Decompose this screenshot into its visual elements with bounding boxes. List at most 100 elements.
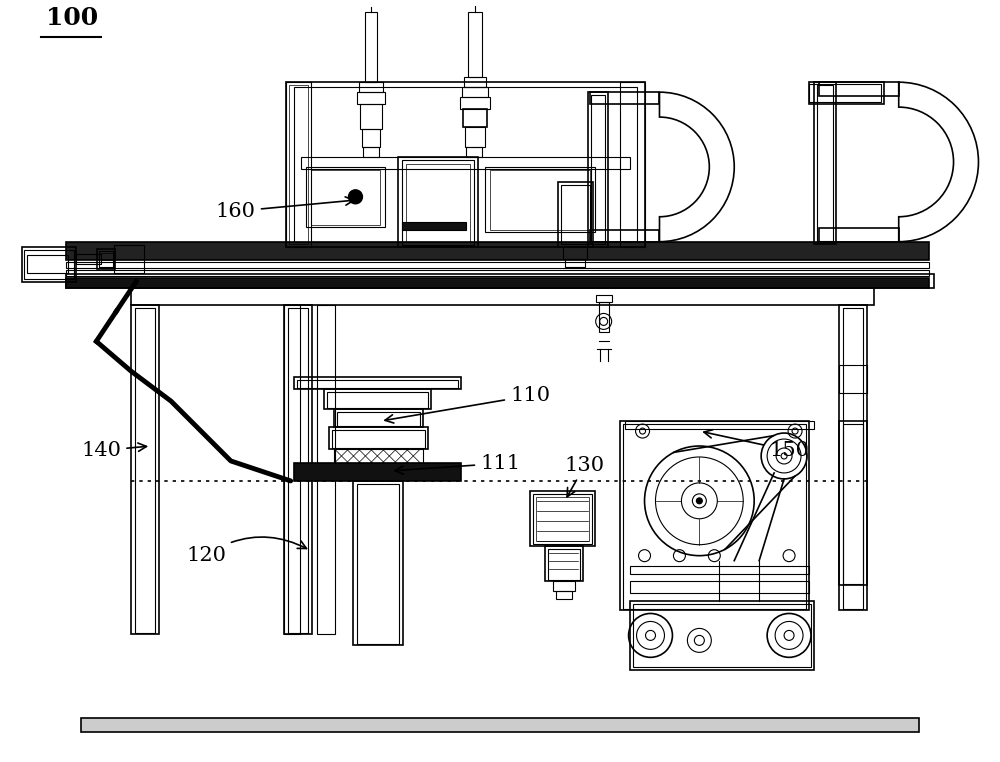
- Bar: [360, 104, 382, 129]
- Bar: [398, 157, 478, 247]
- Bar: [630, 565, 809, 574]
- Bar: [286, 82, 311, 247]
- Bar: [630, 581, 809, 593]
- Bar: [284, 306, 300, 635]
- Bar: [66, 277, 929, 287]
- Bar: [334, 409, 423, 427]
- Bar: [565, 258, 585, 267]
- Bar: [485, 167, 595, 232]
- Circle shape: [696, 498, 702, 504]
- Bar: [817, 85, 833, 241]
- Bar: [561, 185, 590, 244]
- Bar: [135, 309, 155, 633]
- Bar: [365, 12, 377, 82]
- Bar: [490, 170, 590, 229]
- Bar: [839, 306, 867, 584]
- Bar: [131, 287, 874, 306]
- Bar: [114, 245, 144, 273]
- Bar: [311, 170, 380, 225]
- Bar: [533, 494, 592, 544]
- Bar: [22, 247, 76, 281]
- Bar: [809, 84, 881, 102]
- Bar: [625, 421, 814, 429]
- Bar: [402, 222, 466, 229]
- Bar: [630, 600, 814, 671]
- Bar: [24, 250, 74, 279]
- Bar: [357, 92, 385, 104]
- Bar: [81, 718, 919, 732]
- Bar: [460, 97, 490, 109]
- Bar: [337, 412, 420, 426]
- Bar: [317, 306, 335, 635]
- Bar: [66, 274, 934, 287]
- Circle shape: [348, 190, 362, 203]
- Bar: [327, 392, 428, 408]
- Bar: [286, 82, 645, 247]
- Bar: [545, 546, 583, 581]
- Bar: [131, 306, 159, 635]
- Bar: [294, 87, 637, 242]
- Bar: [843, 309, 863, 584]
- Bar: [620, 82, 645, 247]
- Bar: [402, 160, 474, 245]
- Bar: [843, 424, 863, 610]
- Bar: [297, 380, 458, 388]
- Bar: [359, 82, 383, 92]
- Bar: [284, 306, 312, 635]
- Bar: [463, 109, 487, 127]
- Bar: [464, 77, 486, 87]
- Bar: [363, 147, 379, 157]
- Bar: [814, 82, 836, 244]
- Text: 110: 110: [385, 386, 550, 423]
- Text: 120: 120: [186, 537, 306, 565]
- Bar: [27, 255, 68, 273]
- Text: 130: 130: [565, 456, 605, 497]
- Bar: [558, 182, 593, 247]
- Bar: [76, 254, 101, 264]
- Bar: [66, 242, 929, 260]
- Bar: [590, 229, 659, 242]
- Bar: [66, 261, 929, 267]
- Bar: [633, 604, 811, 668]
- Bar: [556, 591, 572, 598]
- Bar: [809, 82, 884, 104]
- Text: 111: 111: [395, 454, 520, 474]
- Bar: [306, 167, 385, 227]
- Bar: [536, 497, 589, 541]
- Text: 140: 140: [81, 441, 146, 460]
- Bar: [620, 421, 809, 610]
- Text: 150: 150: [704, 430, 809, 460]
- Bar: [563, 247, 587, 258]
- Text: 160: 160: [216, 197, 354, 221]
- Bar: [553, 581, 575, 591]
- Bar: [819, 228, 899, 242]
- Bar: [288, 309, 308, 633]
- Bar: [548, 549, 580, 580]
- Bar: [839, 421, 867, 610]
- Bar: [839, 365, 867, 393]
- Bar: [289, 85, 308, 244]
- Bar: [466, 147, 482, 157]
- Text: 100: 100: [46, 6, 99, 30]
- Bar: [462, 87, 488, 97]
- Bar: [590, 92, 659, 104]
- Bar: [294, 463, 461, 481]
- Bar: [66, 270, 929, 276]
- Bar: [530, 491, 595, 546]
- Bar: [97, 248, 115, 268]
- Bar: [465, 127, 485, 147]
- Bar: [353, 481, 403, 645]
- Bar: [329, 427, 428, 449]
- Bar: [334, 449, 423, 463]
- Bar: [99, 251, 113, 267]
- Bar: [596, 294, 612, 303]
- Bar: [468, 12, 482, 77]
- Bar: [591, 95, 605, 244]
- Bar: [301, 157, 630, 169]
- Bar: [357, 484, 399, 645]
- Bar: [819, 82, 899, 96]
- Bar: [332, 430, 425, 448]
- Bar: [362, 129, 380, 147]
- Bar: [324, 389, 431, 409]
- Bar: [623, 424, 806, 610]
